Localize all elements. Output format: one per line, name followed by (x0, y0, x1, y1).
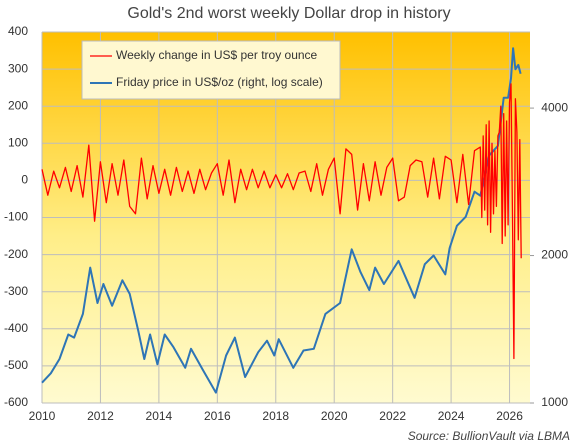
y-tick-label: -500 (4, 358, 28, 372)
y-tick-label: -300 (4, 284, 28, 298)
y-tick-label: 0 (21, 173, 28, 187)
x-tick-label: 2020 (321, 409, 348, 423)
source: Source: BullionVault via LBMA (408, 429, 570, 443)
x-tick-label: 2018 (262, 409, 289, 423)
legend-box (81, 40, 341, 100)
x-tick-label: 2012 (87, 409, 114, 423)
series-line (41, 83, 522, 360)
chart-title: Gold's 2nd worst weekly Dollar drop in h… (127, 5, 450, 22)
x-tick-label: 2016 (204, 409, 231, 423)
y-tick-label: 300 (8, 61, 28, 75)
y-tick-label: -400 (4, 321, 28, 335)
y-tick-label: -100 (4, 210, 28, 224)
x-tick-label: 2010 (29, 409, 56, 423)
y2-tick-label: 2000 (541, 248, 568, 262)
x-tick-label: 2014 (146, 409, 173, 423)
y-tick-label: 100 (8, 135, 28, 149)
y-tick-label: 400 (8, 24, 28, 38)
y-tick-label: -600 (4, 395, 28, 409)
y2-tick-label: 1000 (541, 395, 568, 409)
series-line (41, 47, 522, 394)
x-tick-label: 2022 (379, 409, 406, 423)
x-tick-label: 2024 (438, 409, 465, 423)
y2-tick-label: 4000 (541, 100, 568, 114)
x-tick-label: 2026 (496, 409, 523, 423)
y-tick-label: -200 (4, 247, 28, 261)
legend-label: Friday price in US$/oz (right, log scale… (116, 75, 323, 89)
y-tick-label: 200 (8, 98, 28, 112)
legend-label: Weekly change in US$ per troy ounce (116, 48, 318, 62)
